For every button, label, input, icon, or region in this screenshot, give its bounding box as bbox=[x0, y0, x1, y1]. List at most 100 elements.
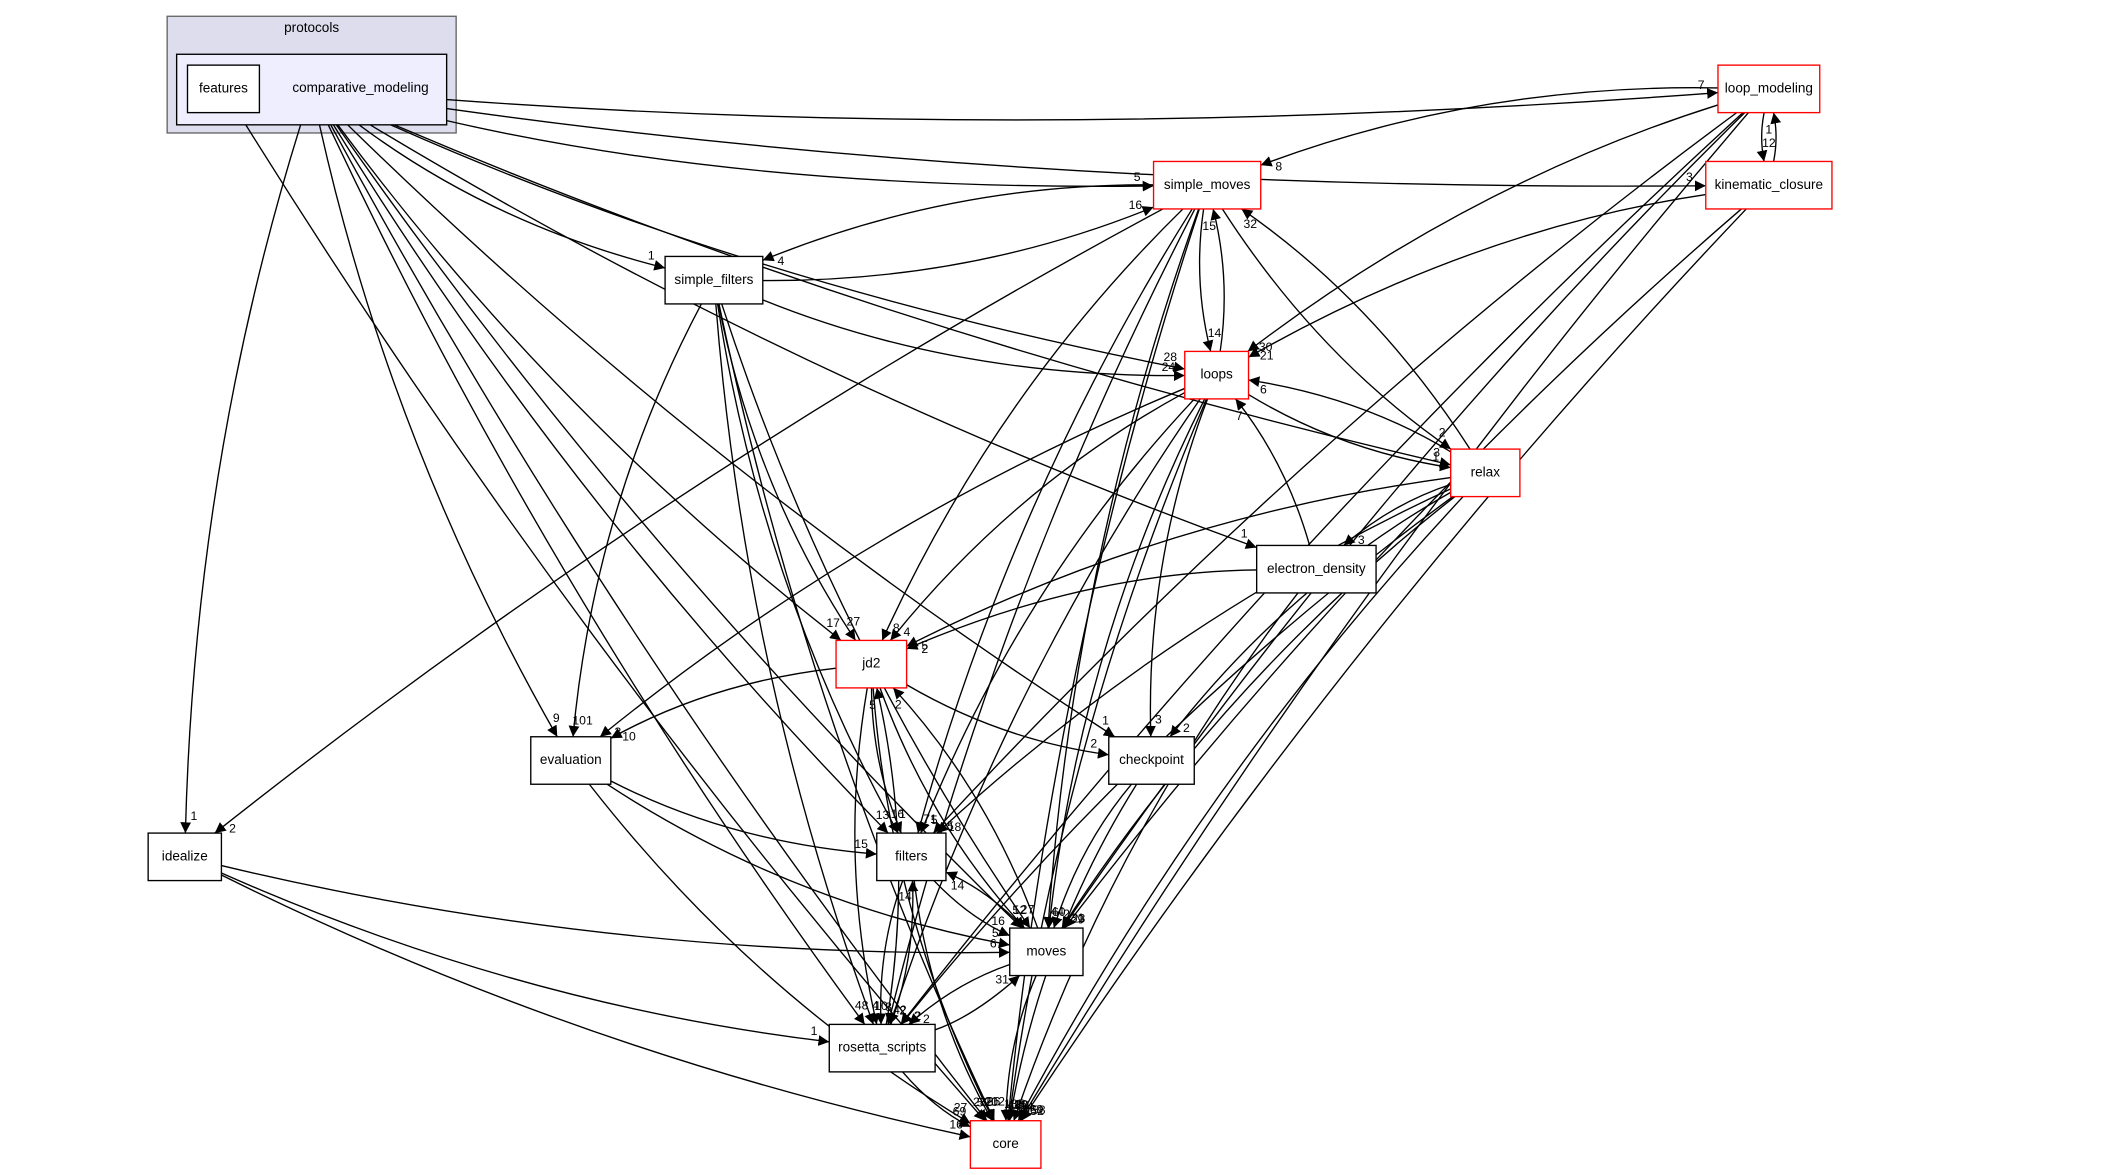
edge bbox=[318, 124, 558, 738]
node-box bbox=[147, 832, 223, 882]
edge-label: 2 bbox=[1090, 737, 1097, 751]
edge bbox=[881, 208, 1184, 641]
edge-label: 34 bbox=[1020, 1100, 1034, 1114]
edge-label: 2 bbox=[1063, 907, 1070, 921]
edge bbox=[872, 687, 995, 1122]
edge bbox=[1756, 112, 1768, 162]
edge bbox=[934, 975, 1021, 1031]
edge-label: 2 bbox=[895, 698, 902, 712]
edge bbox=[347, 124, 1116, 738]
edge-label: 21 bbox=[1260, 348, 1274, 362]
edge bbox=[237, 112, 986, 1122]
node-box bbox=[530, 736, 612, 785]
node-label: rosetta_scripts bbox=[838, 1040, 926, 1055]
edge-label: 69 bbox=[953, 1104, 967, 1118]
edge-label: 6 bbox=[990, 937, 997, 951]
edge-label: 3 bbox=[1155, 712, 1162, 726]
edge bbox=[906, 476, 1451, 647]
node-label: loops bbox=[1200, 367, 1233, 382]
edge bbox=[1051, 783, 1133, 929]
edge-label: 7 bbox=[1236, 409, 1243, 423]
edge-label: 16 bbox=[991, 914, 1005, 928]
edge-label: 16 bbox=[891, 807, 905, 821]
edge-label: 3 bbox=[1433, 445, 1440, 459]
edge-label: 285 bbox=[973, 1095, 994, 1109]
edge-label: 5 bbox=[992, 926, 999, 940]
edge bbox=[588, 783, 971, 1124]
edge bbox=[1019, 112, 1749, 1122]
edge-label: 26 bbox=[987, 1095, 1001, 1109]
edge-label: 4 bbox=[904, 625, 911, 639]
edge-label: 3 bbox=[614, 725, 621, 739]
edge bbox=[762, 184, 1154, 262]
edge bbox=[913, 880, 993, 1122]
edge bbox=[906, 684, 1109, 759]
edge bbox=[1000, 975, 1037, 1121]
edge-label: 1 bbox=[1241, 527, 1248, 541]
edge bbox=[221, 872, 830, 1046]
edge bbox=[1247, 104, 1719, 352]
nodes: comparative_modeling features loop_modelin… bbox=[147, 53, 1833, 1169]
edge bbox=[762, 206, 1154, 282]
edge bbox=[721, 303, 1031, 929]
node-label: moves bbox=[1026, 943, 1066, 958]
node-box bbox=[969, 1120, 1042, 1169]
edge-label: 1 bbox=[1765, 122, 1772, 136]
node-label: relax bbox=[1471, 464, 1501, 479]
node-box bbox=[1184, 350, 1250, 400]
edge-label: 16 bbox=[1129, 198, 1143, 212]
node-box bbox=[1450, 448, 1521, 498]
node-label: kinematic_closure bbox=[1715, 177, 1823, 192]
edge-label: 3 bbox=[885, 1000, 892, 1014]
edge-label: 5 bbox=[977, 1095, 984, 1109]
node-box bbox=[1108, 736, 1195, 785]
edge-label: 5 bbox=[921, 638, 928, 652]
edge-label: 4 bbox=[872, 999, 879, 1013]
edge-label: 11 bbox=[1014, 1098, 1027, 1112]
edge bbox=[892, 687, 1039, 929]
edge-label: 52 bbox=[1030, 1104, 1044, 1118]
edge-label: 27 bbox=[1021, 902, 1035, 916]
node-label: features bbox=[199, 80, 248, 95]
node-box bbox=[1152, 160, 1262, 210]
node-label: filters bbox=[895, 848, 928, 863]
edge bbox=[715, 303, 875, 1025]
edge-label: 3 bbox=[1686, 170, 1693, 184]
edge bbox=[358, 124, 666, 271]
edge-label: 17 bbox=[826, 616, 840, 630]
edge-label: 1 bbox=[191, 809, 198, 823]
edge bbox=[875, 880, 904, 1025]
edge-label: 5 bbox=[947, 819, 954, 833]
node-box bbox=[876, 832, 947, 882]
edge-label: 1 bbox=[899, 807, 906, 821]
edge bbox=[446, 88, 1719, 121]
node-box bbox=[835, 639, 908, 689]
edge-label: 169 bbox=[1023, 1102, 1044, 1116]
node-box bbox=[1705, 160, 1833, 210]
edge bbox=[1260, 87, 1718, 167]
edge-label: 31 bbox=[995, 973, 1009, 987]
edge-label: 1 bbox=[1432, 449, 1439, 463]
edge bbox=[870, 687, 903, 834]
edge bbox=[394, 124, 1451, 468]
edge bbox=[568, 303, 702, 737]
edge-label: 8 bbox=[1275, 159, 1282, 173]
edge bbox=[446, 119, 1154, 192]
edge-label: 27 bbox=[954, 1100, 968, 1114]
edge bbox=[599, 387, 1186, 738]
edge bbox=[1221, 208, 1452, 450]
edge bbox=[908, 963, 1010, 1025]
edge bbox=[932, 112, 1738, 834]
edge-label: 1 bbox=[1102, 713, 1109, 727]
edge-label: 212 bbox=[985, 1095, 1006, 1109]
edge-label: 16 bbox=[949, 1118, 963, 1132]
edge bbox=[1003, 208, 1200, 1121]
edge bbox=[915, 208, 1193, 834]
edge bbox=[330, 124, 988, 1122]
edge-label: 5 bbox=[869, 698, 876, 712]
edge bbox=[1020, 208, 1747, 1122]
node-label: core bbox=[992, 1136, 1018, 1151]
